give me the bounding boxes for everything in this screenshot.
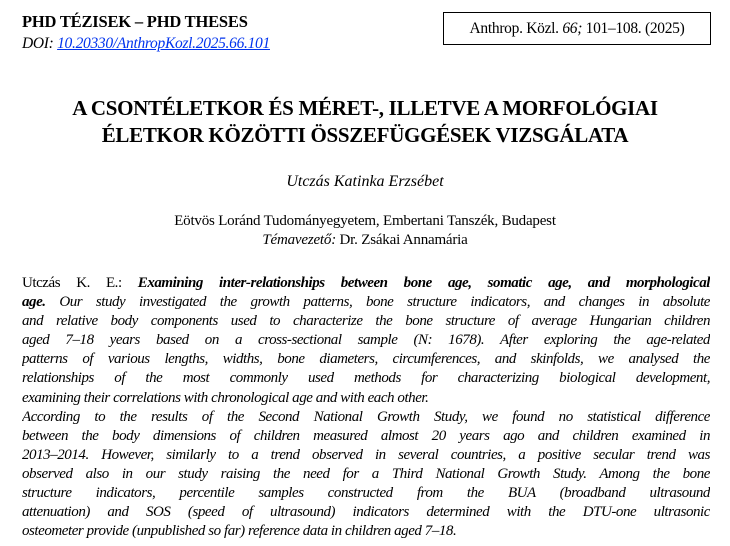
abstract-line: osteometer provide (unpublished so far) … — [22, 523, 457, 540]
supervisor-label: Témavezető: — [262, 232, 336, 248]
abstract-line: age. Our study investigated the growth p… — [22, 294, 710, 311]
doi-link[interactable]: 10.20330/AnthropKozl.2025.66.101 — [57, 35, 270, 52]
abstract-line: 2013–2014. However, similarly to a trend… — [22, 446, 710, 463]
paper-title-line-1: A CSONTÉLETKOR ÉS MÉRET-, ILLETVE A MORF… — [72, 96, 658, 120]
affiliation: Eötvös Loránd Tudományegyetem, Embertani… — [174, 213, 556, 229]
series-heading: PHD TÉZISEK – PHD THESES — [22, 12, 248, 31]
abstract-line: aged 7–18 years based on a cross-section… — [22, 332, 710, 349]
abstract-title-end: age. — [22, 294, 46, 311]
abstract-line: According to the results of the Second N… — [22, 408, 710, 425]
citation-volume: 66; — [562, 20, 583, 37]
abstract-line: Utczás K. E.: Examining inter-relationsh… — [22, 274, 710, 293]
doi-line: DOI: 10.20330/AnthropKozl.2025.66.101 — [22, 35, 270, 53]
abstract-line: and relative body components used to cha… — [22, 313, 710, 330]
abstract-line: attenuation) and SOS (speed of ultrasoun… — [22, 504, 710, 521]
doi-label: DOI: — [22, 35, 58, 52]
abstract-title: Examining inter-relationships between bo… — [137, 275, 710, 291]
abstract-line: patterns of various lengths, widths, bon… — [22, 351, 710, 368]
abstract-line: between the body dimensions of children … — [22, 427, 710, 444]
abstract: Utczás K. E.: Examining inter-relationsh… — [22, 274, 710, 541]
supervisor: Témavezető: Dr. Zsákai Annamária — [0, 232, 730, 249]
abstract-line: observed also in our study raising the n… — [22, 465, 710, 482]
supervisor-name: Dr. Zsákai Annamária — [336, 232, 468, 248]
citation-journal: Anthrop. Közl. — [469, 20, 563, 37]
paper-title-line-2: ÉLETKOR KÖZÖTTI ÖSSZEFÜGGÉSEK VIZSGÁLATA — [101, 123, 629, 147]
abstract-line: examining their correlations with chrono… — [22, 389, 429, 406]
citation-pages: 101–108. (2025) — [582, 20, 685, 37]
abstract-line: structure indicators, percentile samples… — [22, 485, 710, 502]
author-name: Utczás Katinka Erzsébet — [286, 173, 444, 190]
citation-box: Anthrop. Közl. 66; 101–108. (2025) — [443, 12, 711, 45]
abstract-line: relationships of the most commonly used … — [22, 370, 710, 387]
abstract-author-ref: Utczás K. E.: — [22, 275, 138, 291]
